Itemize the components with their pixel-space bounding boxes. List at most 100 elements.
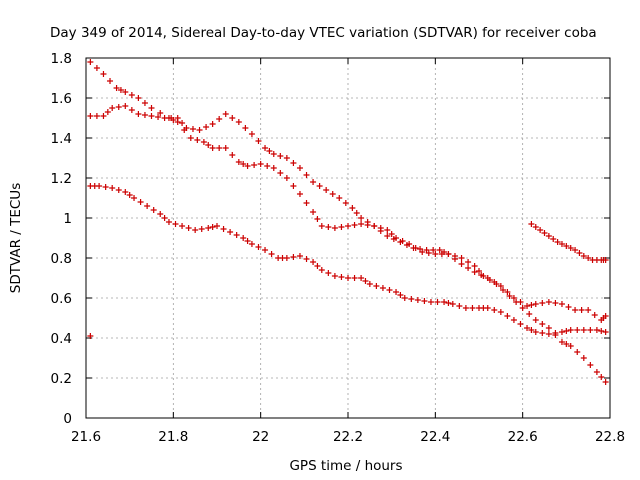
y-tick-label: 0.2 xyxy=(51,371,72,387)
data-point xyxy=(214,223,220,229)
data-point xyxy=(598,374,605,380)
data-point xyxy=(194,137,201,143)
data-point xyxy=(296,253,303,259)
grid-lines xyxy=(86,58,610,418)
data-point xyxy=(216,145,223,151)
chart-title: Day 349 of 2014, Sidereal Day-to-day VTE… xyxy=(50,25,597,41)
data-point xyxy=(397,292,404,298)
data-point xyxy=(441,249,448,255)
data-point xyxy=(310,259,317,265)
data-point xyxy=(283,255,290,261)
data-point xyxy=(283,175,290,181)
data-point xyxy=(262,145,269,151)
data-point xyxy=(478,272,485,278)
data-point xyxy=(205,142,212,148)
data-point xyxy=(270,151,277,157)
data-point xyxy=(539,300,546,306)
data-point xyxy=(471,263,478,269)
data-point xyxy=(349,205,356,211)
data-point xyxy=(255,138,262,144)
data-point xyxy=(602,313,609,319)
data-point xyxy=(491,279,498,285)
data-point xyxy=(338,274,345,280)
data-point xyxy=(345,223,351,229)
data-point xyxy=(550,236,557,242)
data-point xyxy=(115,104,122,110)
data-point xyxy=(179,223,186,229)
y-tick-label: 0.4 xyxy=(51,331,72,347)
data-point xyxy=(189,126,196,132)
data-point xyxy=(580,355,587,361)
data-point xyxy=(587,362,594,368)
x-axis-label: GPS time / hours xyxy=(289,458,402,474)
data-point xyxy=(532,329,539,335)
data-point xyxy=(390,236,397,242)
data-point xyxy=(192,227,199,233)
data-point xyxy=(371,223,378,229)
y-tick-labels: 0 0.2 0.4 0.6 0.8 1 1.2 1.4 1.6 1.8 xyxy=(51,51,72,427)
data-point xyxy=(524,303,531,309)
data-point xyxy=(362,278,369,284)
data-point xyxy=(358,215,365,221)
data-point xyxy=(545,299,552,305)
data-point xyxy=(497,283,504,289)
data-point xyxy=(242,125,249,131)
data-point xyxy=(113,85,120,91)
data-point xyxy=(537,227,544,233)
data-point xyxy=(277,153,284,159)
data-point xyxy=(161,115,168,121)
x-tick-labels: 21.6 21.8 22 22.2 22.4 22.6 22.8 xyxy=(71,429,625,445)
data-point xyxy=(462,305,469,311)
data-point xyxy=(240,161,247,167)
data-point xyxy=(318,223,325,229)
data-point xyxy=(264,163,271,169)
data-point xyxy=(109,105,116,111)
data-point xyxy=(384,233,391,239)
data-point xyxy=(532,317,539,323)
data-point xyxy=(353,210,360,216)
data-point xyxy=(471,269,478,275)
data-point xyxy=(338,224,345,230)
data-point xyxy=(414,297,421,303)
data-point xyxy=(229,115,236,121)
data-point xyxy=(174,115,181,121)
data-point xyxy=(517,299,524,305)
data-point xyxy=(528,221,535,227)
data-point xyxy=(209,145,216,151)
data-point xyxy=(157,110,164,116)
data-point xyxy=(122,89,129,95)
data-point xyxy=(408,296,415,302)
data-point xyxy=(563,328,570,334)
data-point xyxy=(585,307,592,313)
data-point xyxy=(377,228,384,234)
data-point xyxy=(227,229,234,235)
data-point xyxy=(122,103,129,109)
data-point xyxy=(388,231,395,237)
data-point xyxy=(602,379,609,385)
data-point xyxy=(602,257,609,263)
data-point xyxy=(565,304,572,310)
data-point xyxy=(270,165,277,171)
data-point xyxy=(100,113,107,119)
data-point xyxy=(364,219,371,225)
data-point xyxy=(593,369,600,375)
data-point xyxy=(403,242,410,248)
data-point xyxy=(545,331,552,337)
x-tick-label: 22.6 xyxy=(508,429,538,445)
data-point xyxy=(183,125,190,131)
data-point xyxy=(266,148,273,154)
data-point xyxy=(484,305,491,311)
data-point xyxy=(161,215,168,221)
data-point xyxy=(200,139,207,145)
data-point xyxy=(397,239,404,245)
data-point xyxy=(563,243,570,249)
data-point xyxy=(104,109,111,115)
y-tick-label: 0 xyxy=(63,411,72,427)
data-point xyxy=(310,209,317,215)
data-point xyxy=(519,305,526,311)
data-point xyxy=(449,301,456,307)
data-point xyxy=(126,192,133,198)
data-point xyxy=(427,299,434,305)
data-point xyxy=(316,183,323,189)
series-track-b xyxy=(87,103,609,323)
